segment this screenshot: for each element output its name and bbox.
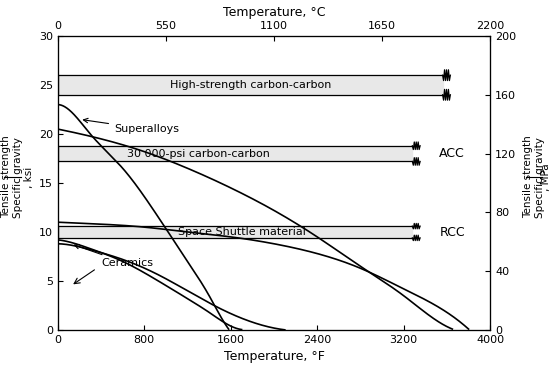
Text: Superalloys: Superalloys bbox=[83, 118, 179, 134]
X-axis label: Temperature, °F: Temperature, °F bbox=[224, 351, 325, 363]
Text: ACC: ACC bbox=[440, 147, 465, 160]
Text: 30 000-psi carbon-carbon: 30 000-psi carbon-carbon bbox=[127, 149, 270, 159]
Text: , ksi: , ksi bbox=[24, 166, 34, 188]
Text: RCC: RCC bbox=[440, 225, 465, 238]
X-axis label: Temperature, °C: Temperature, °C bbox=[223, 6, 325, 18]
Text: Ceramics: Ceramics bbox=[74, 244, 153, 268]
Text: Tensile strength
Specific gravity: Tensile strength Specific gravity bbox=[523, 136, 544, 218]
Text: Tensile strength
Specific gravity: Tensile strength Specific gravity bbox=[2, 136, 23, 218]
Text: , MPa: , MPa bbox=[541, 163, 551, 191]
Text: High-strength carbon-carbon: High-strength carbon-carbon bbox=[169, 80, 331, 90]
Text: Space Shuttle material: Space Shuttle material bbox=[178, 227, 305, 237]
